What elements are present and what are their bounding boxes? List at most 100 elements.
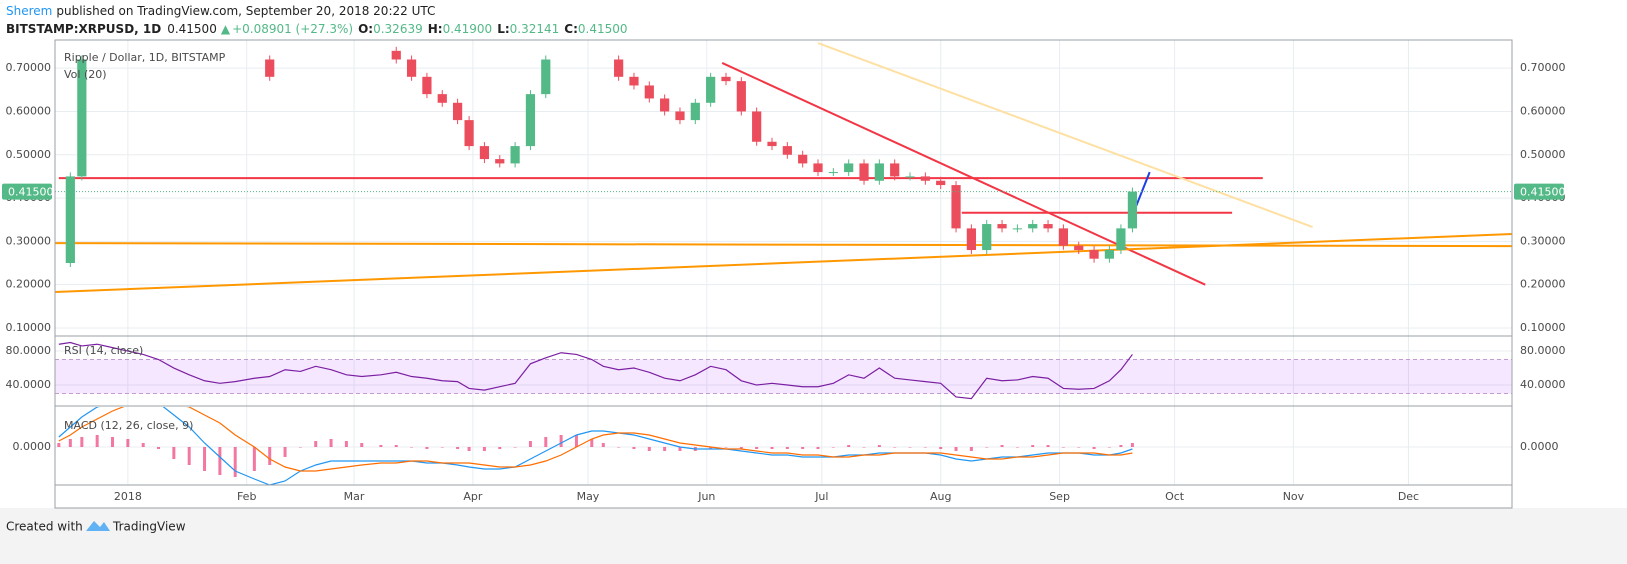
footer-bar	[0, 508, 1627, 564]
macd-hist	[218, 447, 222, 475]
macd-hist	[1031, 445, 1035, 447]
macd-hist	[709, 447, 713, 449]
macd-pane	[57, 407, 1134, 485]
y-tick-label: 0.30000	[1520, 234, 1566, 247]
macd-hist	[678, 447, 682, 451]
candle-body	[437, 94, 447, 103]
candle-body	[951, 185, 961, 229]
grid	[55, 40, 1512, 485]
macd-hist	[467, 447, 471, 451]
macd-hist	[344, 441, 348, 447]
y-tick-label: 0.50000	[6, 148, 52, 161]
macd-hist	[394, 445, 398, 447]
frame	[54, 39, 1513, 509]
macd-hist	[939, 447, 943, 449]
macd-hist	[410, 447, 414, 448]
macd-hist	[663, 447, 667, 451]
logo[interactable]	[86, 521, 110, 531]
macd-hist	[1061, 447, 1065, 448]
macd-hist	[95, 435, 99, 447]
macd-hist	[126, 439, 130, 447]
y-tick-label: 0.60000	[1520, 104, 1566, 117]
candle-body	[65, 176, 75, 264]
candle-body	[1116, 228, 1126, 251]
y-tick-label: 40.0000	[1520, 378, 1566, 391]
macd-hist	[513, 447, 517, 448]
x-tick-label: 2018	[114, 490, 142, 503]
macd-hist	[425, 447, 429, 449]
candle-body	[859, 163, 869, 181]
macd-hist	[601, 443, 605, 447]
macd-hist	[574, 435, 578, 447]
macd-hist	[111, 437, 115, 447]
candle-body	[905, 176, 915, 178]
author[interactable]: Sherem	[6, 4, 52, 18]
brand[interactable]: TradingView	[112, 520, 186, 534]
candle-body	[541, 59, 551, 95]
x-tick-label: Aug	[930, 490, 951, 503]
y-tick-label: 0.20000	[1520, 278, 1566, 291]
x-tick-label: Nov	[1283, 490, 1305, 503]
candle-body	[966, 228, 976, 251]
candle-body	[1028, 224, 1038, 229]
ohlc-value: 0.41500	[578, 22, 628, 36]
macd-hist	[268, 447, 272, 465]
macd-hist	[632, 447, 636, 449]
last-price-label: 0.41500	[8, 186, 54, 199]
candle-body	[1074, 245, 1084, 251]
ohlc-value: 0.32141	[510, 22, 560, 36]
macd-hist	[1015, 447, 1019, 448]
macd-hist	[80, 437, 84, 447]
macd-hist	[68, 439, 72, 447]
candle-body	[874, 163, 884, 181]
candle-body	[828, 172, 838, 174]
x-tick-label: Jun	[697, 490, 715, 503]
macd-hist	[57, 443, 61, 447]
macd-hist	[617, 447, 621, 448]
candle-body	[982, 224, 992, 251]
x-tick-label: Jul	[814, 490, 828, 503]
macd-hist	[877, 445, 881, 447]
candle-body	[690, 102, 700, 121]
y-tick-label: 0.60000	[6, 104, 52, 117]
macd-hist	[498, 447, 502, 449]
x-tick-label: Oct	[1165, 490, 1185, 503]
y-tick-label: 0.30000	[6, 234, 52, 247]
candle-body	[890, 163, 900, 177]
price-pane	[55, 42, 1512, 294]
candle-body	[1104, 250, 1115, 259]
candle-body	[660, 98, 670, 112]
candle-body	[798, 154, 808, 164]
candle-body	[920, 176, 930, 181]
rsi-pane	[55, 341, 1512, 400]
created-with: Created with	[6, 520, 83, 534]
macd-hist	[908, 447, 912, 448]
candle-body	[813, 163, 823, 173]
macd-hist	[816, 447, 820, 449]
macd-hist	[785, 447, 789, 449]
macd-hist	[314, 441, 318, 447]
macd-hist	[923, 447, 927, 448]
labels: 2018 Feb Mar Apr May Jun Jul Aug Sep Oct Nov Dec 0.1…	[2, 61, 1566, 503]
macd-hist	[252, 447, 256, 471]
candle-body	[721, 76, 731, 82]
candle-body	[844, 163, 854, 173]
macd-hist	[482, 447, 486, 451]
x-tick-label: Feb	[237, 490, 256, 503]
macd-hist	[770, 447, 774, 449]
candle-body	[1058, 228, 1068, 246]
macd-hist	[544, 437, 548, 447]
last: 0.41500	[167, 22, 217, 36]
candle-body	[736, 81, 746, 112]
macd-hist	[233, 447, 237, 477]
macd-hist	[528, 441, 532, 447]
y-tick-label: 40.0000	[6, 378, 52, 391]
trend-line	[817, 42, 1313, 229]
last-price-label: 0.41500	[1520, 186, 1566, 199]
macd-hist	[283, 447, 287, 457]
ohlc-value: 0.32639	[373, 22, 423, 36]
ohlc-label: C:	[564, 22, 578, 36]
macd-hist	[456, 447, 460, 449]
macd-hist	[1046, 445, 1050, 447]
